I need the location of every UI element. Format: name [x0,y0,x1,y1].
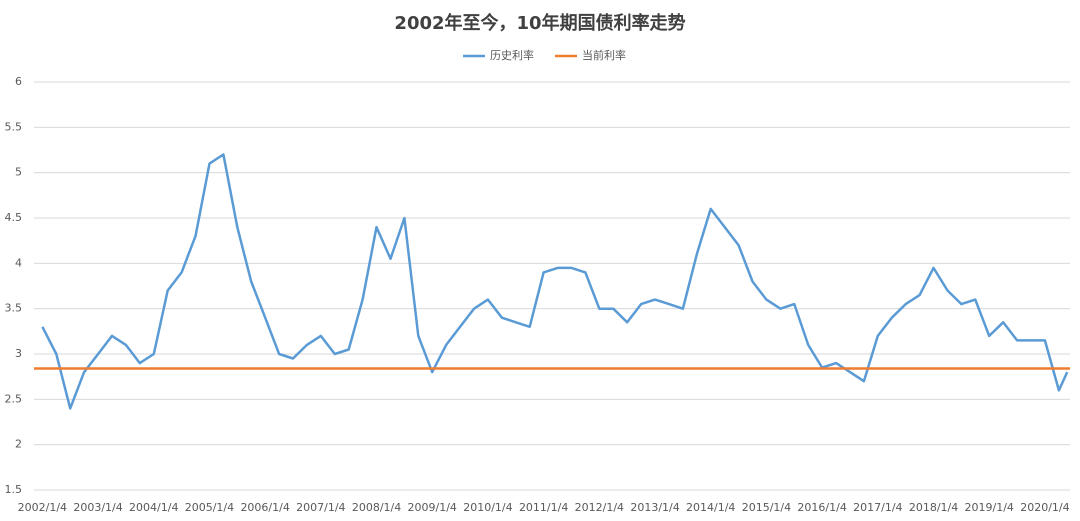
x-tick-label: 2005/1/4 [185,501,234,514]
x-tick-label: 2002/1/4 [18,501,67,514]
x-tick-label: 2015/1/4 [742,501,791,514]
y-tick-label: 2.5 [5,392,23,405]
x-tick-label: 2012/1/4 [575,501,624,514]
y-tick-label: 2 [15,438,22,451]
y-tick-label: 1.5 [5,483,23,496]
legend-label: 历史利率 [490,48,534,62]
x-tick-label: 2004/1/4 [129,501,178,514]
x-tick-label: 2013/1/4 [630,501,679,514]
x-tick-label: 2008/1/4 [352,501,401,514]
x-tick-label: 2017/1/4 [853,501,902,514]
y-tick-label: 4 [15,256,22,269]
x-tick-label: 2019/1/4 [965,501,1014,514]
x-tick-label: 2006/1/4 [240,501,289,514]
chart-title: 2002年至今，10年期国债利率走势 [394,12,685,34]
x-tick-label: 2007/1/4 [296,501,345,514]
x-tick-label: 2010/1/4 [463,501,512,514]
line-series [41,153,1069,410]
x-tick-label: 2016/1/4 [797,501,846,514]
x-tick-label: 2009/1/4 [408,501,457,514]
y-tick-label: 6 [15,75,22,88]
x-tick-label: 2018/1/4 [909,501,958,514]
y-tick-label: 5.5 [5,120,23,133]
y-tick-label: 3 [15,347,22,360]
y-tick-label: 3.5 [5,302,23,315]
y-tick-label: 5 [15,166,22,179]
x-tick-label: 2003/1/4 [73,501,122,514]
x-tick-label: 2014/1/4 [686,501,735,514]
legend-label: 当前利率 [582,48,626,62]
y-tick-label: 4.5 [5,211,23,224]
x-tick-label: 2011/1/4 [519,501,568,514]
x-tick-label: 2020/1/4 [1020,501,1069,514]
